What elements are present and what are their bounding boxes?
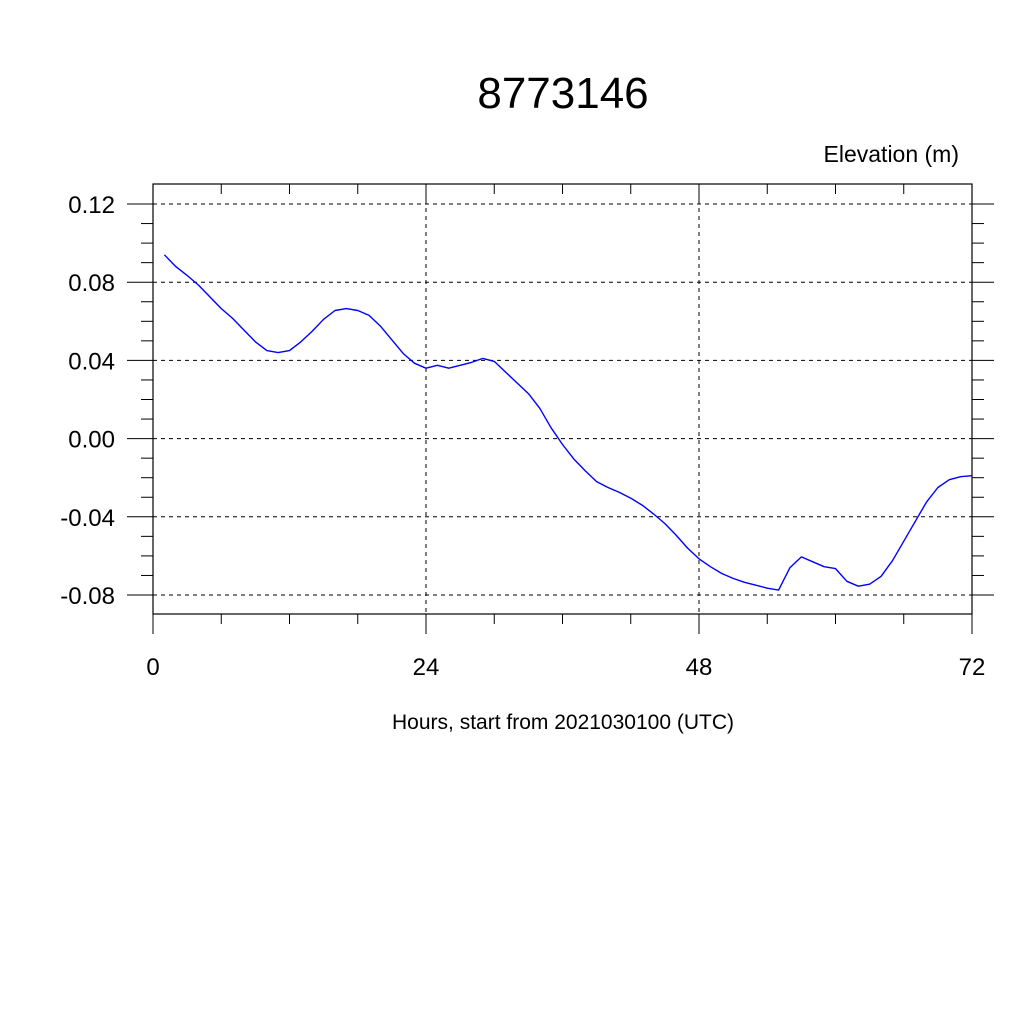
y-tick-label: 0.04 — [68, 348, 115, 375]
axis-ticks — [127, 184, 994, 634]
tick-labels: 0.12 0.08 0.04 0.00 -0.04 -0.08 0 24 48 72 — [60, 192, 985, 681]
elevation-series-line — [163, 254, 973, 591]
y-tick-label: 0.12 — [68, 192, 115, 219]
y-tick-label: -0.08 — [60, 583, 115, 610]
plot-frame — [152, 183, 973, 615]
y-tick-label: 0.00 — [68, 427, 115, 454]
x-tick-label: 24 — [413, 654, 440, 681]
y-tick-label: 0.08 — [68, 270, 115, 297]
x-tick-label: 0 — [146, 654, 159, 681]
x-axis-label: Hours, start from 2021030100 (UTC) — [392, 711, 734, 734]
chart-title: 8773146 — [477, 69, 648, 118]
series-layer — [163, 254, 973, 591]
x-tick-label: 72 — [959, 654, 986, 681]
grid-lines — [153, 184, 972, 614]
x-tick-label: 48 — [686, 654, 713, 681]
y-axis-label: Elevation (m) — [824, 141, 959, 167]
y-tick-label: -0.04 — [60, 505, 115, 532]
